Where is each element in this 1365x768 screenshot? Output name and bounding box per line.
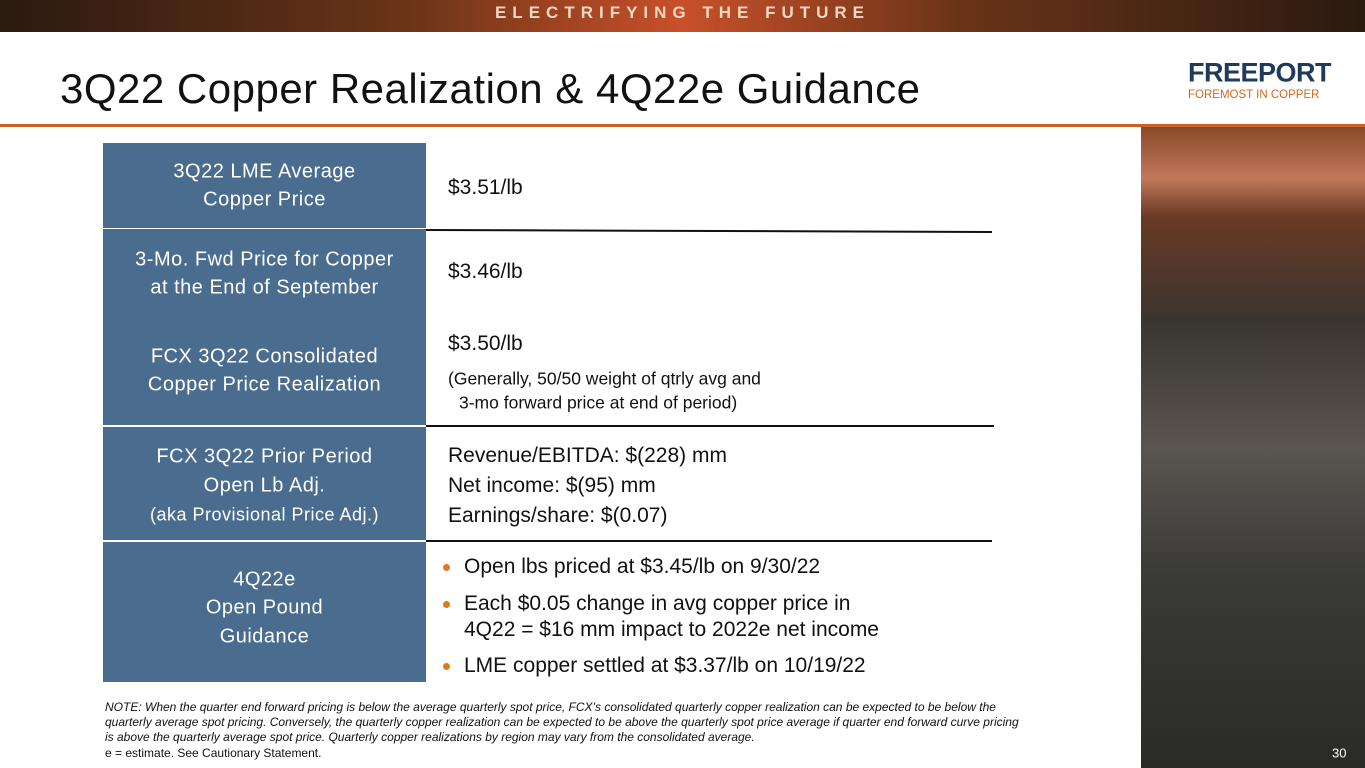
row-label: at the End of September [150, 276, 379, 299]
divider [426, 425, 994, 427]
title: 3Q22 Copper Realization & 4Q22e Guidance [60, 65, 921, 112]
divider [426, 540, 992, 542]
bullet-text: 4Q22 = $16 mm impact to 2022e net income [464, 618, 879, 641]
logo-name: FREEPORT [1188, 57, 1332, 88]
logo-tagline: FOREMOST IN COPPER [1188, 89, 1320, 101]
footnote: e = estimate. See Cautionary Statement. [105, 746, 322, 760]
row-label: 4Q22e [233, 568, 296, 591]
row-label: (aka Provisional Price Adj.) [149, 504, 380, 525]
footnote: is above the quarterly average spot pric… [105, 730, 755, 744]
label-box [103, 229, 426, 425]
bullet-text: LME copper settled at $3.37/lb on 10/19/… [464, 654, 866, 677]
row-value: Net income: $(95) mm [448, 474, 656, 497]
row-value: $3.46/lb [448, 260, 523, 283]
row-value: $3.50/lb [448, 332, 523, 355]
row-note: 3-mo forward price at end of period) [459, 392, 738, 413]
row-label: 3Q22 LME Average [173, 160, 356, 183]
row-note: (Generally, 50/50 weight of qtrly avg an… [448, 368, 761, 389]
row-label: FCX 3Q22 Prior Period [156, 445, 373, 468]
row-label: Copper Price [203, 188, 326, 211]
label-box [103, 427, 426, 540]
label-box [103, 542, 426, 682]
row-label: Open Lb Adj. [203, 474, 326, 497]
row-value: Earnings/share: $(0.07) [448, 504, 668, 527]
row-value: $3.51/lb [448, 176, 523, 199]
bullet-dot [443, 601, 450, 608]
footnote: quarterly average spot pricing. Converse… [105, 715, 1019, 729]
bullet-text: Open lbs priced at $3.45/lb on 9/30/22 [464, 555, 821, 578]
banner-bar [0, 0, 1365, 32]
label-box [103, 143, 426, 228]
divider [425, 229, 992, 233]
footnote: NOTE: When the quarter end forward prici… [105, 700, 996, 714]
photo [1141, 127, 1365, 768]
row-label: Copper Price Realization [147, 373, 382, 396]
page-number: 30 [1332, 745, 1347, 761]
bullet-text: Each $0.05 change in avg copper price in [464, 592, 851, 615]
row-value: Revenue/EBITDA: $(228) mm [448, 444, 727, 467]
bullet-dot [443, 564, 450, 571]
row-label: FCX 3Q22 Consolidated [150, 345, 379, 368]
banner: ELECTRIFYING THE FUTURE [494, 3, 871, 22]
row-label: Guidance [219, 625, 310, 648]
title-rule [0, 124, 1365, 127]
row-label: 3-Mo. Fwd Price for Copper [135, 248, 394, 271]
row-label: Open Pound [205, 596, 324, 619]
bullet-dot [443, 663, 450, 670]
